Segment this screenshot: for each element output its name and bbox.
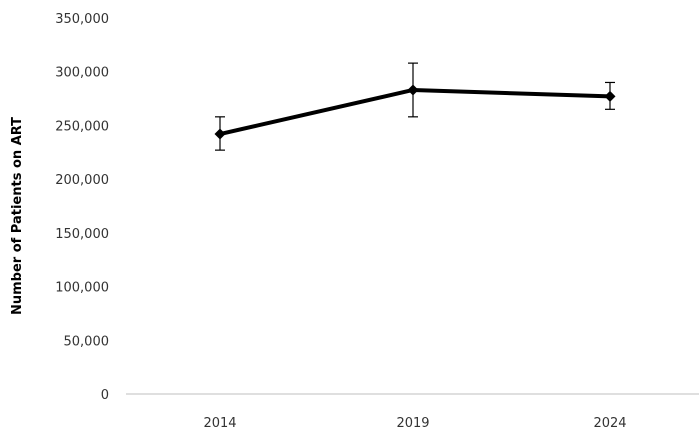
data-point-marker	[604, 90, 616, 102]
y-tick-label: 300,000	[55, 66, 109, 81]
x-tick-label: 2019	[396, 416, 429, 431]
error-bars	[215, 62, 615, 151]
y-tick-label: 250,000	[55, 119, 109, 134]
data-point-marker	[407, 84, 419, 96]
y-axis-ticks: 0 50,000 100,000 150,000 200,000 250,000 300,0…	[55, 12, 109, 403]
y-tick-label: 200,000	[55, 173, 109, 188]
x-tick-label: 2014	[203, 416, 236, 431]
y-tick-label: 150,000	[55, 227, 109, 242]
y-tick-label: 0	[101, 388, 109, 403]
y-tick-label: 50,000	[64, 334, 110, 349]
x-axis-ticks: 2014 2019 2024	[203, 416, 626, 431]
y-tick-label: 100,000	[55, 281, 109, 296]
x-tick-label: 2024	[593, 416, 626, 431]
y-tick-label: 350,000	[55, 12, 109, 27]
series-line	[218, 87, 612, 137]
series-markers	[214, 84, 616, 140]
data-point-marker	[214, 128, 226, 140]
y-axis-title: Number of Patients on ART	[10, 117, 25, 315]
